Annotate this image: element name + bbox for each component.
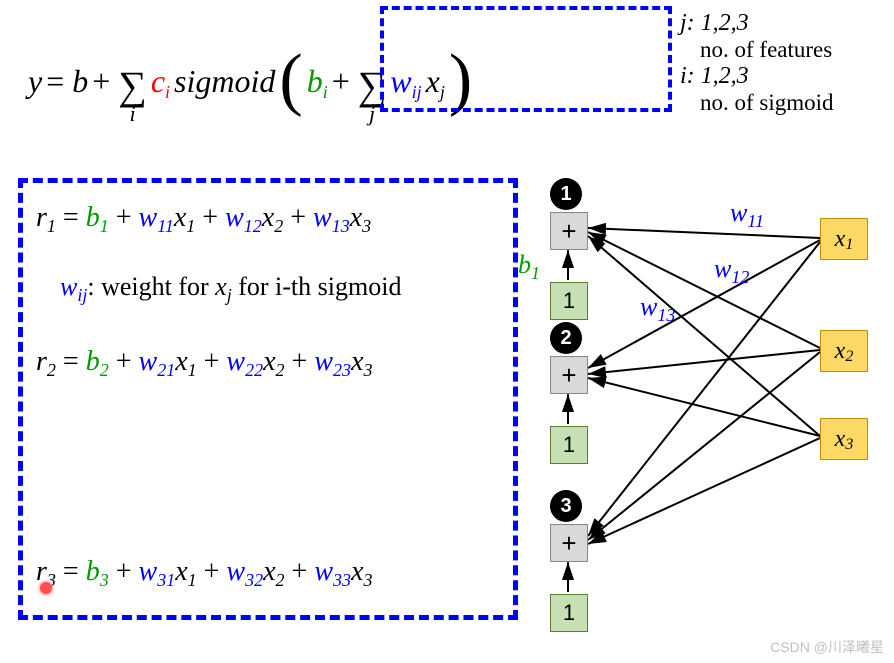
eq-bi-sub: i — [323, 82, 328, 102]
wij-note: wij: weight for xj for i-th sigmoid — [60, 272, 401, 302]
input-x3: x3 — [820, 418, 868, 460]
plus-box-3: + — [550, 524, 588, 562]
eq-plus2: + — [332, 63, 358, 99]
label-w11: w11 — [730, 198, 764, 228]
node-3: 3 — [550, 490, 582, 522]
node-2: 2 — [550, 322, 582, 354]
legend-j2: no. of features — [700, 37, 834, 63]
label-w13: w13 — [640, 292, 675, 322]
eq-c: c — [151, 63, 165, 99]
legend-i1: i: 1,2,3 — [680, 63, 749, 89]
one-box-1: 1 — [550, 282, 588, 320]
legend-j1: j: 1,2,3 — [680, 10, 749, 36]
plus-box-1: + — [550, 212, 588, 250]
one-box-3: 1 — [550, 594, 588, 632]
eq-eq: = — [46, 63, 72, 99]
eq-c-sub: i — [165, 82, 170, 102]
watermark: CSDN @川泽曦星 — [770, 637, 884, 657]
legend: j: 1,2,3 no. of features i: 1,2,3 no. of… — [680, 10, 834, 116]
eq-bi: b — [307, 63, 323, 99]
red-dot-icon — [40, 582, 52, 594]
eq-b: b — [72, 63, 88, 99]
legend-i2: no. of sigmoid — [700, 90, 834, 116]
input-x2: x2 — [820, 330, 868, 372]
r2-equation: r2 = b2 + w21x1 + w22x2 + w23x3 — [36, 346, 372, 378]
r1-equation: r1 = b1 + w11x1 + w12x2 + w13x3 — [36, 202, 371, 234]
input-x1: x1 — [820, 218, 868, 260]
eq-sigmoid: sigmoid — [174, 63, 275, 99]
eq-y: y — [28, 63, 42, 99]
plus-box-2: + — [550, 356, 588, 394]
eq-plus1: + — [92, 63, 118, 99]
r3-equation: r3 = b3 + w31x1 + w32x2 + w33x3 — [36, 556, 372, 588]
eq-lparen: ( — [279, 41, 302, 118]
label-b1: b1 — [518, 250, 540, 280]
highlight-box-inner — [380, 6, 672, 112]
sigma-i-sub: i — [129, 101, 135, 126]
label-w12: w12 — [714, 254, 749, 284]
one-box-2: 1 — [550, 426, 588, 464]
node-1: 1 — [550, 178, 582, 210]
equations-box — [18, 178, 518, 620]
sigma-j-sub: j — [369, 101, 375, 126]
